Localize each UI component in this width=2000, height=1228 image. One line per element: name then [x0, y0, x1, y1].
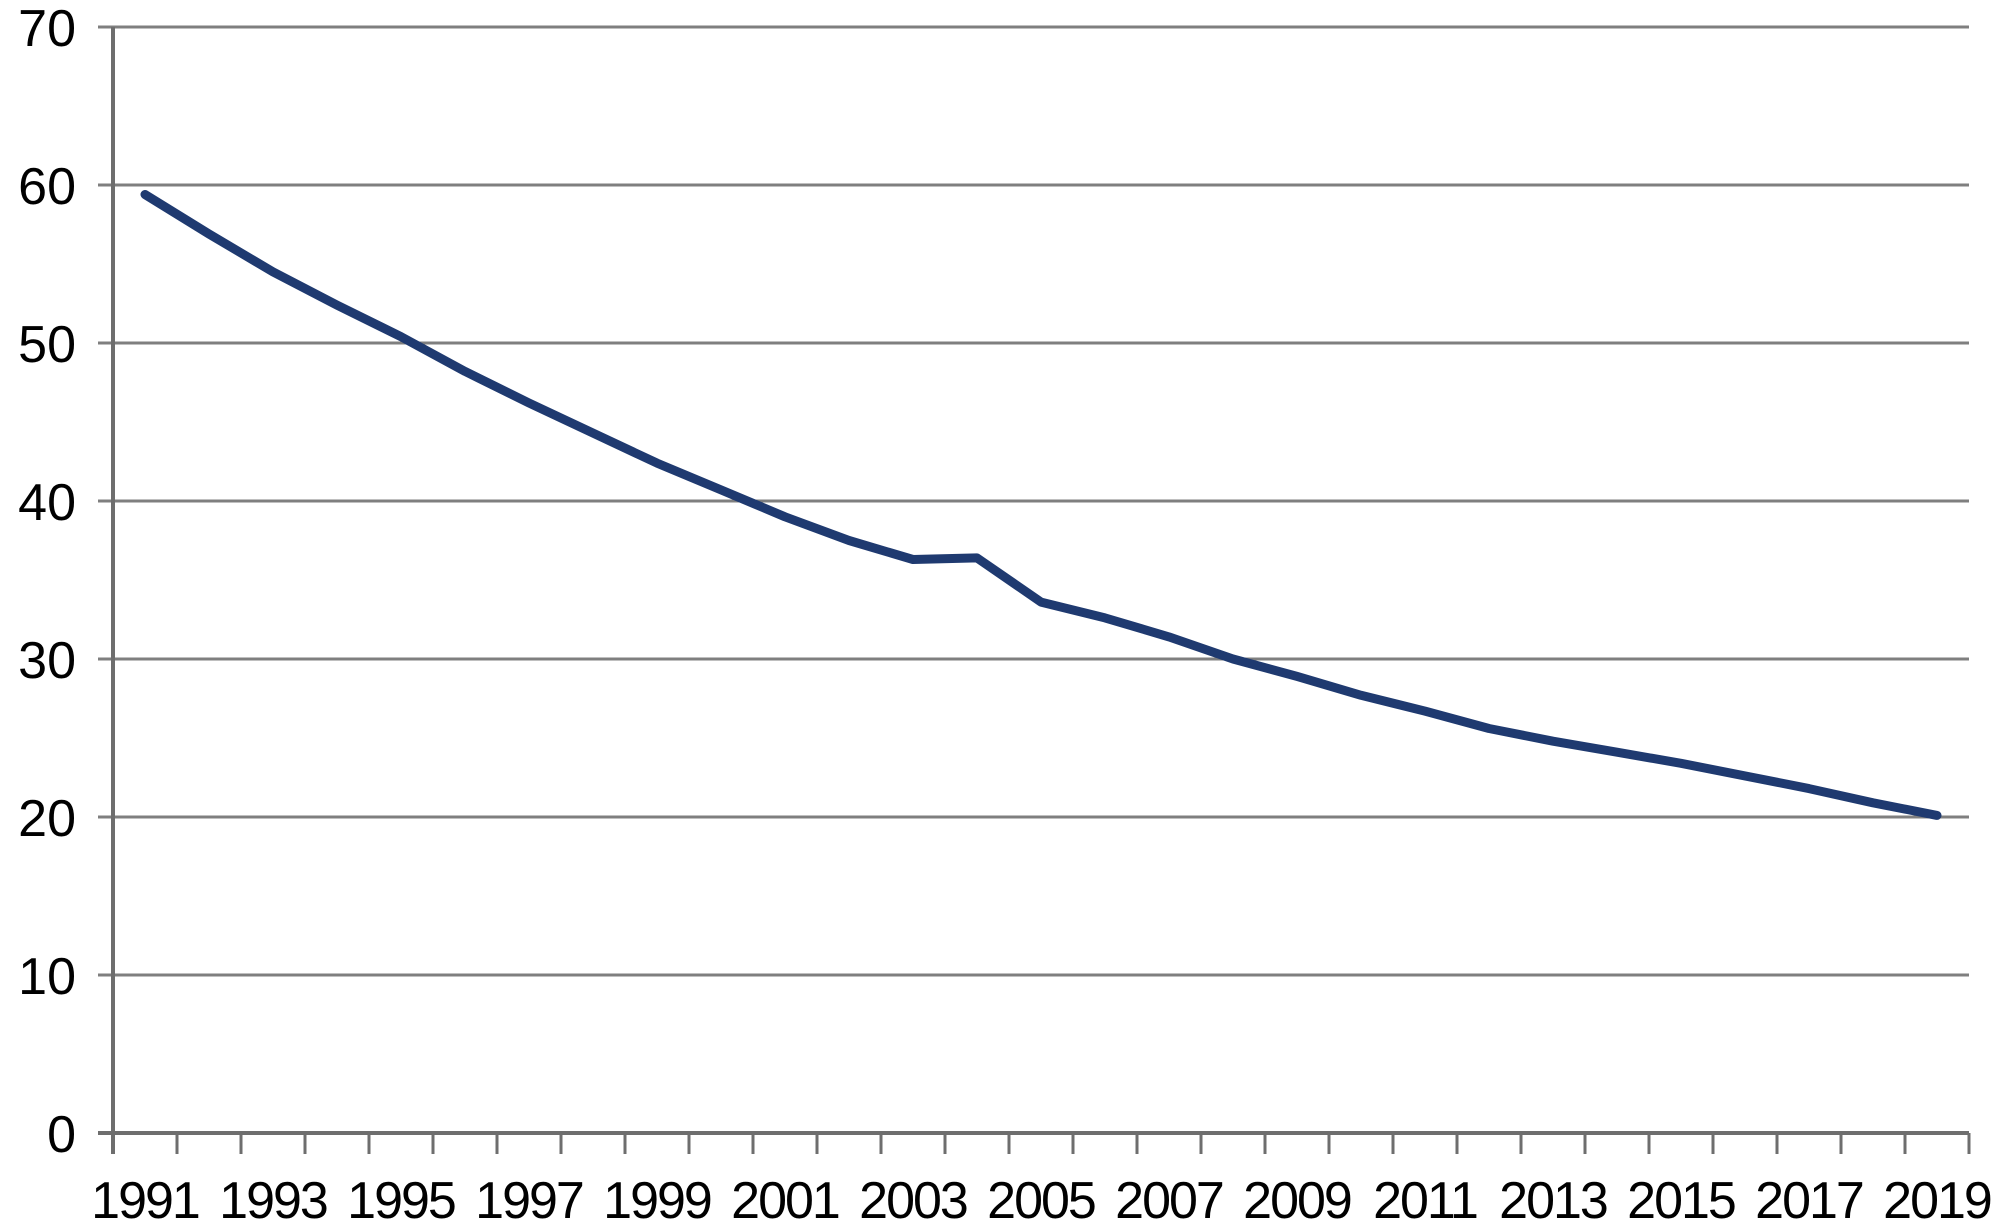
x-axis-tick-label: 2017	[1755, 1172, 1863, 1228]
x-axis-tick-label: 1995	[347, 1172, 455, 1228]
x-axis-tick-label: 2015	[1627, 1172, 1735, 1228]
x-axis-tick-label: 2003	[859, 1172, 967, 1228]
x-axis-tick-label: 2011	[1373, 1172, 1477, 1228]
y-axis-tick-label: 30	[18, 632, 76, 690]
x-axis-tick-label: 2009	[1243, 1172, 1351, 1228]
x-axis-tick-label: 1991	[91, 1172, 199, 1228]
x-axis-tick-label: 2001	[731, 1172, 839, 1228]
x-axis-tick-label: 2005	[987, 1172, 1095, 1228]
x-axis-tick-label: 2013	[1499, 1172, 1607, 1228]
x-axis-tick-label: 2019	[1883, 1172, 1991, 1228]
y-axis-tick-label: 40	[18, 474, 76, 532]
y-axis-tick-label: 60	[18, 158, 76, 216]
data-line-series-1	[140, 190, 1942, 820]
y-axis-tick-label: 70	[18, 0, 76, 58]
x-axis-tick-label: 2007	[1115, 1172, 1223, 1228]
x-axis-tick-label: 1999	[603, 1172, 711, 1228]
x-axis-tick-label: 1993	[219, 1172, 327, 1228]
y-axis-tick-label: 20	[18, 790, 76, 848]
y-axis-tick-label: 10	[18, 948, 76, 1006]
y-axis-tick-label: 50	[18, 316, 76, 374]
x-axis-tick-label: 1997	[475, 1172, 583, 1228]
y-axis-tick-label: 0	[47, 1106, 76, 1164]
